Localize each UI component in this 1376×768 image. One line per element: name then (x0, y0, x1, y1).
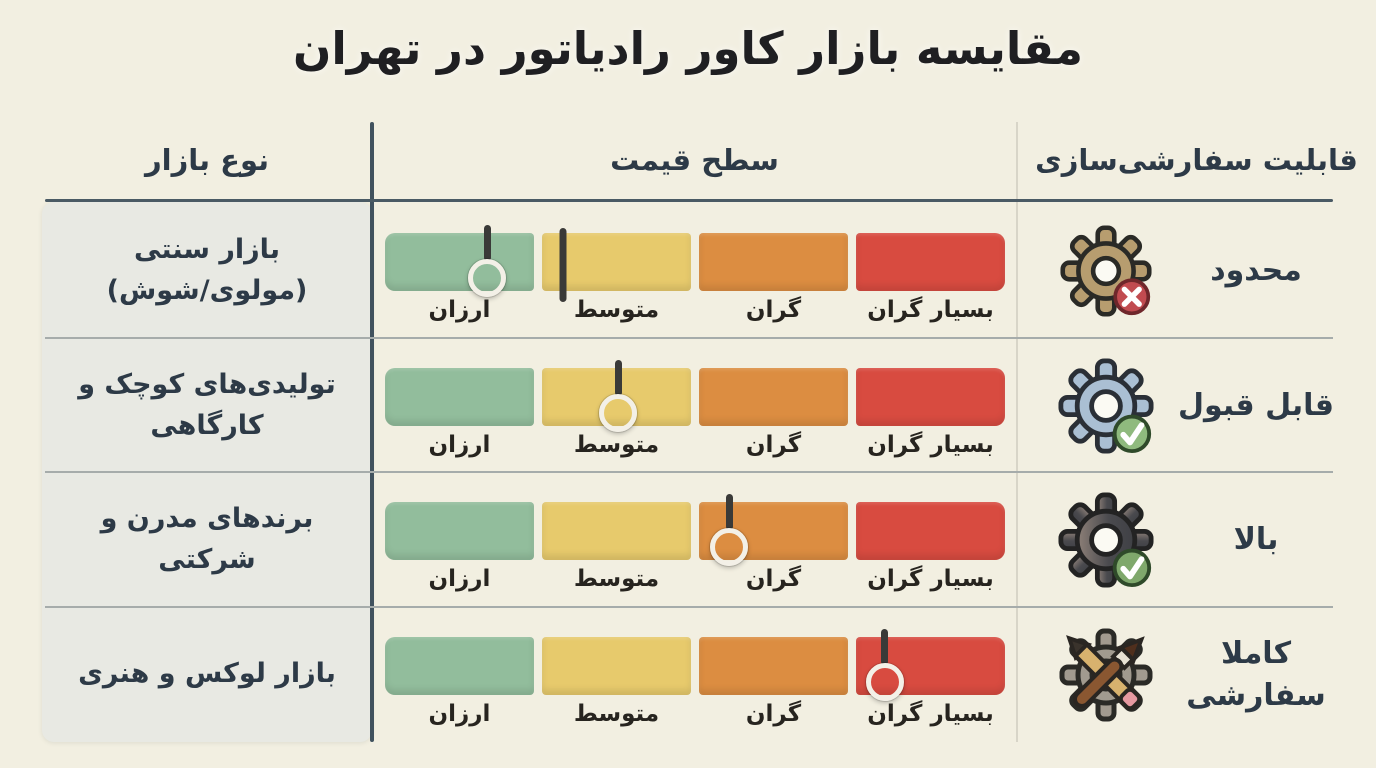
scale-label-expensive: گران (745, 297, 802, 323)
price-scale-bar: ارزان متوسط گران بسیار گران (385, 607, 1005, 742)
scale-label-cheap: ارزان (428, 297, 491, 323)
marker-stem (725, 494, 733, 530)
table-row: بازار سنتی (مولوی/شوش) ارزان متوسط گران … (0, 203, 1376, 338)
price-segment-cheap (385, 368, 534, 426)
price-marker (599, 360, 638, 432)
customization-cell: کاملا سفارشی (1030, 607, 1362, 742)
price-scale-bar: ارزان متوسط گران بسیار گران (385, 472, 1005, 607)
price-scale-labels: ارزان متوسط گران بسیار گران (385, 432, 1005, 458)
price-marker (710, 494, 749, 566)
price-segment-very-expensive (856, 233, 1005, 291)
customization-cell: محدود (1030, 203, 1362, 338)
header-market-type: نوع بازار (144, 143, 270, 177)
row-divider (45, 606, 1333, 608)
price-bar (385, 502, 1005, 560)
marker-knob (599, 394, 638, 432)
gear-x-icon (1056, 219, 1156, 323)
price-segment-cheap (385, 502, 534, 560)
scale-label-very-expensive: بسیار گران (867, 566, 994, 592)
scale-label-very-expensive: بسیار گران (867, 297, 994, 323)
marker-knob (468, 259, 507, 297)
price-segment-medium (542, 233, 691, 291)
scale-label-cheap: ارزان (428, 432, 491, 458)
gear-check-dark-icon (1058, 491, 1154, 588)
gear-pencil-brush-icon (1059, 628, 1153, 721)
price-scale-labels: ارزان متوسط گران بسیار گران (385, 566, 1005, 592)
divider-vertical-light (1016, 122, 1018, 742)
price-scale-bar: ارزان متوسط گران بسیار گران (385, 338, 1005, 473)
price-segment-medium (542, 637, 691, 695)
marker-knob (865, 663, 904, 701)
market-type-label: تولیدی‌های کوچک و کارگاهی (78, 369, 336, 441)
extra-tick-mark (559, 228, 567, 302)
check-badge (1112, 548, 1152, 587)
price-segment-very-expensive (856, 368, 1005, 426)
price-scale-labels: ارزان متوسط گران بسیار گران (385, 701, 1005, 727)
gear-check-blue-icon (1058, 357, 1154, 454)
customization-cell: بالا (1030, 472, 1362, 607)
price-segment-cheap (385, 637, 534, 695)
market-type-label: برندهای مدرن و شرکتی (100, 503, 314, 575)
price-bar (385, 637, 1005, 695)
gear-check-blue-icon (1056, 354, 1156, 458)
price-segment-expensive (699, 637, 848, 695)
scale-label-cheap: ارزان (428, 566, 491, 592)
scale-label-expensive: گران (745, 701, 802, 727)
price-marker (468, 225, 507, 297)
customization-label: قابل قبول (1177, 387, 1335, 423)
scale-label-cheap: ارزان (428, 701, 491, 727)
price-segment-expensive (699, 368, 848, 426)
divider-vertical-dark (370, 122, 374, 742)
scale-label-very-expensive: بسیار گران (867, 701, 994, 727)
price-scale-bar: ارزان متوسط گران بسیار گران (385, 203, 1005, 338)
scale-label-very-expensive: بسیار گران (867, 432, 994, 458)
market-type-label: بازار سنتی (مولوی/شوش) (106, 234, 308, 306)
market-type-label: بازار لوکس و هنری (78, 658, 336, 690)
row-divider (45, 471, 1333, 473)
customization-label: محدود (1210, 252, 1302, 288)
header-price-level: سطح قیمت (610, 143, 779, 177)
price-scale-labels: ارزان متوسط گران بسیار گران (385, 297, 1005, 323)
price-bar (385, 233, 1005, 291)
brush-icon (1072, 635, 1145, 708)
price-bar (385, 368, 1005, 426)
scale-label-expensive: گران (745, 566, 802, 592)
scale-label-medium: متوسط (573, 432, 660, 458)
price-segment-very-expensive (856, 502, 1005, 560)
gear-pencil-brush-icon (1056, 623, 1156, 727)
table-row: برندهای مدرن و شرکتی ارزان متوسط گران بس… (0, 472, 1376, 607)
gear-x-icon (1060, 224, 1152, 317)
price-marker (865, 629, 904, 701)
scale-label-expensive: گران (745, 432, 802, 458)
marker-stem (483, 225, 491, 261)
price-segment-expensive (699, 233, 848, 291)
page-title: مقایسه بازار کاور رادیاتور در تهران (292, 22, 1084, 75)
marker-stem (881, 629, 889, 665)
scale-label-medium: متوسط (573, 701, 660, 727)
check-badge (1112, 414, 1152, 453)
gear-check-dark-icon (1056, 488, 1156, 592)
marker-stem (614, 360, 622, 396)
customization-cell: قابل قبول (1030, 338, 1362, 473)
scale-label-medium: متوسط (573, 566, 660, 592)
divider-under-header (45, 199, 1333, 202)
table-row: بازار لوکس و هنری ارزان متوسط گران بسیار… (0, 607, 1376, 742)
header-customization: قابلیت سفارشی‌سازی (1035, 143, 1358, 177)
customization-label: بالا (1233, 521, 1279, 557)
price-segment-medium (542, 502, 691, 560)
row-divider (45, 337, 1333, 339)
customization-label: کاملا سفارشی (1186, 635, 1326, 713)
price-segment-cheap (385, 233, 534, 291)
scale-label-medium: متوسط (573, 297, 660, 323)
marker-knob (710, 528, 749, 566)
x-badge (1113, 277, 1151, 315)
table-row: تولیدی‌های کوچک و کارگاهی ارزان متوسط گر… (0, 338, 1376, 473)
